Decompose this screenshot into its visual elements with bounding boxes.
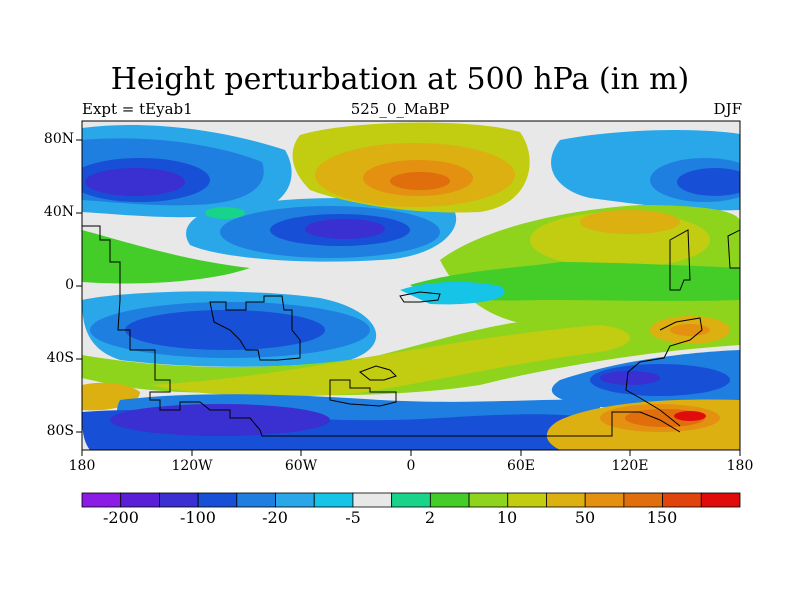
colorbar-swatch <box>120 492 160 508</box>
x-tick-label: 60E <box>506 458 536 474</box>
contour-band <box>82 300 740 396</box>
colorbar-swatch <box>236 492 276 508</box>
contour-band <box>580 210 680 234</box>
season-label: DJF <box>713 100 742 118</box>
contour-band <box>125 310 325 350</box>
coastline <box>209 295 301 361</box>
colorbar-swatch <box>391 492 431 508</box>
colorbar-swatch <box>159 492 199 508</box>
coastline <box>625 317 703 427</box>
colorbar-swatch <box>313 492 354 508</box>
contour-band <box>400 281 505 305</box>
contour-band <box>305 219 385 239</box>
colorbar-label: -100 <box>180 508 216 527</box>
colorbar-label: -200 <box>103 508 139 527</box>
x-tick-label: 60W <box>284 458 318 474</box>
y-tick-label: 80N <box>43 131 74 147</box>
colorbar-swatch <box>429 492 470 508</box>
colorbar-label: 50 <box>574 508 596 527</box>
colorbar-swatch <box>662 492 702 508</box>
contour-band <box>600 371 660 385</box>
contour-band <box>82 230 250 284</box>
colorbar-label: 2 <box>424 508 436 527</box>
colorbar-label: -5 <box>345 508 361 527</box>
colorbar-label: -20 <box>262 508 288 527</box>
contour-band <box>677 168 740 196</box>
y-tick-label: 80S <box>46 423 74 439</box>
colorbar <box>81 492 741 508</box>
colorbar-swatch <box>275 492 315 508</box>
x-tick-label: 180 <box>68 458 96 474</box>
y-tick-label: 40S <box>46 350 74 366</box>
contour-band <box>110 404 330 436</box>
coastline <box>82 225 681 437</box>
x-tick-label: 0 <box>406 458 416 474</box>
colorbar-swatch <box>81 492 122 508</box>
coastline <box>399 291 441 303</box>
colorbar-swatch <box>352 492 393 508</box>
colorbar-swatch <box>507 492 547 508</box>
coastline <box>359 365 397 381</box>
x-tick-label: 180 <box>726 458 754 474</box>
x-tick-label: 120W <box>171 458 213 474</box>
coastline <box>727 229 740 269</box>
y-tick-label: 0 <box>65 277 74 293</box>
contour-band <box>674 411 706 421</box>
colorbar-swatch <box>623 492 663 508</box>
axis-ticks <box>76 139 741 456</box>
chart-title: Height perturbation at 500 hPa (in m) <box>110 62 690 97</box>
y-tick-label: 40N <box>43 204 74 220</box>
colorbar-swatch <box>700 492 741 508</box>
contour-band <box>205 207 245 219</box>
colorbar-swatch <box>468 492 509 508</box>
period-label: 525_0_MaBP <box>350 100 450 118</box>
coastline <box>669 229 691 291</box>
colorbar-label: 10 <box>496 508 518 527</box>
coastline <box>329 379 397 407</box>
contour-band <box>150 325 630 397</box>
experiment-label: Expt = tEyab1 <box>82 100 193 118</box>
contour-fields <box>82 121 740 450</box>
colorbar-swatch <box>197 492 238 508</box>
colorbar-swatch <box>584 492 625 508</box>
colorbar-label: 150 <box>646 508 678 527</box>
contour-band <box>670 324 710 336</box>
x-tick-label: 120E <box>611 458 649 474</box>
colorbar-swatch <box>546 492 586 508</box>
contour-band <box>85 168 185 196</box>
contour-band <box>390 172 450 190</box>
